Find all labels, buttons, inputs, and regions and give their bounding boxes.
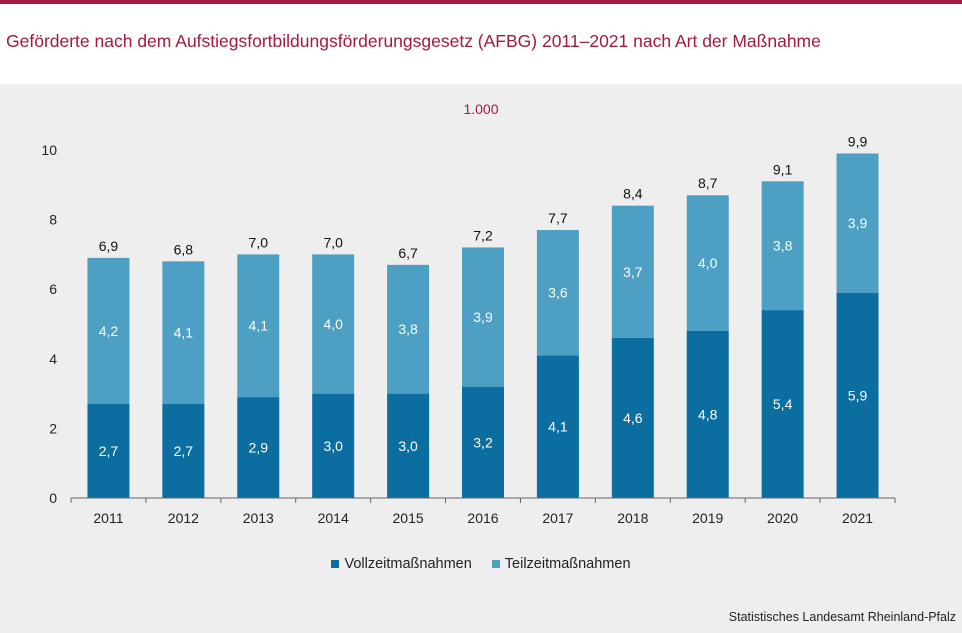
bar-vollzeit: [611, 337, 654, 498]
data-label-teilzeit: 3,7: [623, 264, 643, 280]
bar-vollzeit: [312, 393, 355, 498]
x-tick-label: 2014: [318, 510, 349, 526]
bar-vollzeit: [761, 310, 804, 498]
bar-teilzeit: [611, 205, 654, 338]
legend-swatch-teilzeit: [491, 560, 500, 568]
legend-swatch-vollzeit: [331, 560, 340, 568]
legend-item-teilzeit: Teilzeitmaßnahmen: [491, 556, 631, 572]
data-label-vollzeit: 4,8: [698, 406, 718, 422]
y-tick-label: 6: [49, 281, 57, 297]
data-label-teilzeit: 4,0: [323, 316, 343, 332]
bar-vollzeit: [237, 397, 280, 498]
x-tick-label: 2011: [93, 510, 123, 526]
data-label-teilzeit: 3,6: [548, 285, 568, 301]
data-label-vollzeit: 5,9: [848, 387, 868, 403]
x-tick-label: 2015: [393, 510, 424, 526]
chart-legend: Vollzeitmaßnahmen Teilzeitmaßnahmen: [0, 556, 962, 572]
bar-vollzeit: [836, 292, 879, 498]
data-label-vollzeit: 3,0: [398, 438, 418, 454]
x-tick-label: 2019: [692, 510, 723, 526]
data-label-total: 9,9: [848, 133, 868, 149]
legend-label-vollzeit: Vollzeitmaßnahmen: [344, 556, 472, 572]
x-tick-label: 2018: [617, 510, 648, 526]
legend-label-teilzeit: Teilzeitmaßnahmen: [504, 556, 631, 572]
bar-teilzeit: [312, 254, 355, 394]
x-tick-label: 2017: [542, 510, 573, 526]
data-label-vollzeit: 4,6: [623, 410, 643, 426]
bar-teilzeit: [462, 247, 504, 387]
data-label-teilzeit: 3,8: [398, 321, 418, 337]
data-label-teilzeit: 4,0: [698, 255, 718, 271]
bar-teilzeit: [536, 230, 579, 356]
x-tick-label: 2013: [243, 510, 274, 526]
legend-item-vollzeit: Vollzeitmaßnahmen: [331, 556, 472, 572]
data-label-vollzeit: 2,7: [99, 443, 119, 459]
data-label-vollzeit: 4,1: [548, 419, 568, 435]
y-tick-label: 8: [49, 212, 57, 228]
data-label-total: 9,1: [773, 161, 793, 177]
y-tick-label: 10: [41, 142, 57, 158]
data-label-total: 6,8: [174, 241, 194, 257]
x-tick-label: 2021: [842, 510, 873, 526]
data-label-total: 7,7: [548, 210, 568, 226]
y-tick-label: 4: [49, 351, 57, 367]
bar-teilzeit: [387, 264, 430, 394]
data-label-total: 7,0: [323, 234, 343, 250]
data-label-vollzeit: 3,2: [473, 434, 493, 450]
data-label-vollzeit: 2,7: [174, 443, 194, 459]
data-label-total: 7,0: [249, 234, 269, 250]
bar-vollzeit: [387, 393, 430, 498]
unit-label: 1.000: [463, 101, 499, 117]
bar-teilzeit: [836, 153, 879, 293]
bar-teilzeit: [761, 181, 804, 311]
data-label-teilzeit: 4,1: [249, 318, 269, 334]
y-tick-label: 0: [49, 490, 57, 506]
data-label-vollzeit: 2,9: [249, 440, 269, 456]
data-label-vollzeit: 5,4: [773, 396, 793, 412]
data-label-vollzeit: 3,0: [323, 438, 343, 454]
bar-vollzeit: [686, 330, 729, 498]
bar-vollzeit: [87, 404, 130, 498]
data-label-total: 8,7: [698, 175, 718, 191]
bar-vollzeit: [536, 355, 579, 498]
data-label-teilzeit: 3,9: [848, 215, 868, 231]
bar-teilzeit: [686, 195, 729, 331]
data-label-teilzeit: 4,1: [174, 325, 194, 341]
x-tick-label: 2012: [168, 510, 199, 526]
source-note: Statistisches Landesamt Rheinland-Pfalz: [728, 610, 956, 624]
y-tick-label: 2: [49, 420, 57, 436]
data-label-teilzeit: 3,9: [473, 309, 493, 325]
top-accent-rule: [0, 0, 962, 4]
bar-vollzeit: [162, 404, 205, 498]
x-tick-label: 2020: [767, 510, 798, 526]
data-label-teilzeit: 3,8: [773, 238, 793, 254]
bar-teilzeit: [237, 254, 280, 398]
bar-teilzeit: [87, 257, 130, 405]
data-label-total: 7,2: [473, 227, 493, 243]
data-label-total: 6,9: [99, 238, 119, 254]
data-label-teilzeit: 4,2: [99, 323, 119, 339]
data-label-total: 6,7: [398, 245, 418, 261]
x-tick-label: 2016: [467, 510, 498, 526]
data-label-total: 8,4: [623, 186, 643, 202]
bar-vollzeit: [462, 386, 504, 498]
bar-teilzeit: [162, 261, 205, 405]
chart-title: Geförderte nach dem Aufstiegsfortbildung…: [6, 31, 821, 51]
